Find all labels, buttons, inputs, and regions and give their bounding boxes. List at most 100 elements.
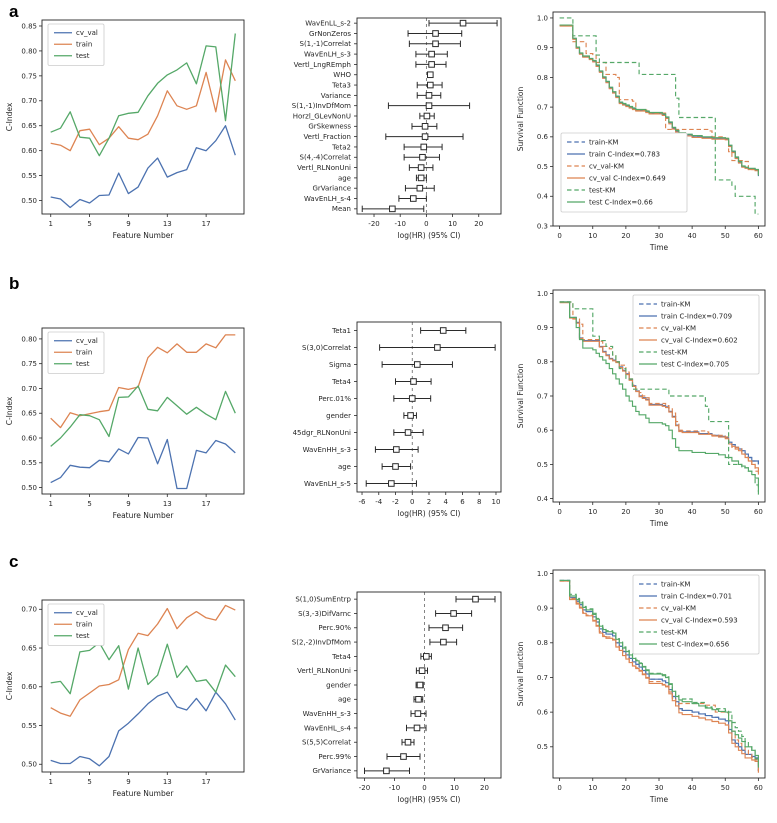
x-axis: 0 10 20 30 40 50 60 Time: [557, 778, 763, 804]
svg-text:0.9: 0.9: [537, 605, 548, 613]
forest-marker-2: [442, 624, 449, 632]
forest-plot-svg: -20 -10 0 10 20 log(HR) (95% CI) S(1,0)SumEntr…: [292, 591, 502, 804]
forest-marker-0: [439, 327, 447, 334]
forest-label-1: S(3,0)Correlat: [302, 344, 351, 352]
legend-label-5: test C-Index=0.656: [661, 640, 730, 648]
panel-b-label: b: [9, 274, 20, 293]
forest-label-4: Perc.01%: [318, 395, 351, 403]
svg-text:0.70: 0.70: [21, 97, 37, 105]
forest-label-9: Horzl_GLevNonU: [293, 112, 351, 120]
legend-label-2: test: [76, 52, 90, 60]
forest-label-5: gender: [326, 412, 351, 420]
svg-text:0.55: 0.55: [21, 459, 37, 467]
panel-b-forest-plot: -6 -4 -2 0 2 4 6 8 10 log(HR) (95% CI) Teta1 S(3,0)…: [255, 272, 513, 524]
series-test: [50, 33, 236, 157]
svg-text:10: 10: [588, 232, 597, 240]
forest-marker-1: [450, 610, 457, 617]
series-cv_val: [50, 436, 236, 490]
svg-text:0: 0: [557, 232, 561, 240]
forest-label-3: S(2,-2)InvDfMom: [292, 638, 351, 646]
svg-text:0.80: 0.80: [21, 335, 37, 343]
svg-text:10: 10: [450, 784, 459, 792]
series-test: [50, 385, 236, 447]
panel-c-label: c: [9, 552, 19, 571]
forest-marker-8: [425, 102, 433, 109]
forest-label-1: GrNonZeros: [309, 30, 351, 38]
y-axis: 0.4 0.5 0.6 0.7 0.8 0.9 1.0 Survival Function: [516, 290, 553, 503]
forest-label-6: gender: [326, 681, 351, 689]
svg-text:40: 40: [688, 784, 697, 792]
forest-marker-15: [417, 174, 425, 182]
forest-marker-7: [393, 446, 400, 453]
forest-marker-12: [383, 767, 390, 775]
svg-text:2: 2: [427, 498, 431, 506]
svg-text:0.4: 0.4: [537, 193, 549, 201]
axes-frame: [41, 327, 245, 495]
legend-label-5: test C-Index=0.705: [661, 360, 729, 368]
x-axis: -20 -10 0 10 20 log(HR) (95% CI): [359, 778, 489, 804]
svg-text:-6: -6: [359, 498, 367, 506]
panel-c-forest-plot: -20 -10 0 10 20 log(HR) (95% CI) S(1,0)SumEntr…: [255, 550, 513, 810]
forest-plot-svg: -6 -4 -2 0 2 4 6 8 10 log(HR) (95% CI) Teta1 S(3,0)…: [293, 321, 502, 518]
svg-text:0.9: 0.9: [537, 324, 548, 332]
svg-text:6: 6: [460, 498, 465, 506]
svg-text:60: 60: [754, 508, 763, 516]
svg-text:0: 0: [410, 498, 414, 506]
legend-label-1: train C-Index=0.709: [661, 312, 732, 320]
forest-marker-10: [421, 123, 429, 130]
svg-text:0.55: 0.55: [21, 722, 37, 730]
svg-text:0.3: 0.3: [537, 222, 548, 230]
x-axis-label: Time: [649, 795, 669, 804]
forest-marker-18: [389, 205, 396, 213]
svg-text:50: 50: [721, 784, 730, 792]
forest-label-6: 45dgr_RLNonUni: [293, 429, 351, 437]
svg-text:-10: -10: [389, 784, 400, 792]
svg-text:5: 5: [87, 778, 91, 786]
forest-marker-9: [413, 724, 421, 732]
svg-text:0.8: 0.8: [537, 639, 548, 647]
series-train: [50, 59, 236, 152]
svg-text:1.0: 1.0: [537, 290, 548, 298]
svg-text:5: 5: [87, 500, 91, 508]
y-axis: 0.50 0.55 0.60 0.65 0.70 C-Index: [5, 606, 42, 769]
legend-label-0: train-KM: [661, 300, 690, 308]
x-axis-label: Feature Number: [113, 511, 175, 520]
x-axis-label: Feature Number: [113, 789, 175, 798]
km-curve-test-C-Index-0-705: [559, 301, 759, 492]
y-axis-label: Survival Function: [516, 363, 525, 428]
forest-label-9: WavEnLH_s-5: [304, 480, 351, 488]
svg-text:-20: -20: [359, 784, 370, 792]
forest-marker-6: [427, 81, 434, 89]
forest-label-7: WavEnHH_s-3: [303, 446, 351, 454]
panel-c-cindex-line-chart: 0.50 0.55 0.60 0.65 0.70 C-Index 1 5 9 13 17 Featur…: [2, 550, 255, 806]
km-chart-svg: 0.3 0.4 0.5 0.6 0.7 0.8 0.9 1.0 Survival Functio…: [516, 11, 766, 252]
panel-b-charts: 0.50 0.55 0.60 0.65 0.70 0.75 0.80 C-Index 1 5 9 13…: [2, 272, 777, 534]
svg-text:1: 1: [49, 778, 53, 786]
svg-text:17: 17: [202, 778, 211, 786]
forest-items: WavEnLL_s-2 GrNonZeros S(1,-1)Correlat WavE…: [292, 19, 498, 213]
forest-label-6: Teta3: [331, 81, 351, 89]
forest-marker-11: [400, 753, 407, 760]
forest-label-16: GrVariance: [312, 185, 351, 193]
legend: train-KM train C-Index=0.701 cv_val-KM cv_v…: [632, 574, 760, 655]
forest-marker-7: [425, 92, 433, 99]
svg-text:60: 60: [754, 784, 763, 792]
line-chart-svg: 0.50 0.55 0.60 0.65 0.70 0.75 0.80 0.85 C-Index 1…: [5, 19, 245, 240]
svg-text:20: 20: [621, 508, 630, 516]
forest-label-0: WavEnLL_s-2: [305, 20, 351, 28]
forest-marker-9: [388, 480, 395, 487]
svg-text:5: 5: [87, 220, 91, 228]
legend-label-0: cv_val: [76, 29, 98, 37]
svg-text:0.5: 0.5: [537, 163, 548, 171]
forest-label-17: WavEnLH_s-4: [304, 195, 352, 203]
forest-label-8: WavEnHH_s-3: [303, 710, 351, 718]
svg-text:0.65: 0.65: [21, 122, 37, 130]
forest-label-10: S(5,5)Correlat: [302, 739, 351, 747]
forest-label-11: Perc.99%: [318, 753, 351, 761]
legend-label-4: test-KM: [661, 348, 688, 356]
forest-marker-0: [459, 19, 467, 27]
forest-marker-12: [420, 143, 428, 151]
